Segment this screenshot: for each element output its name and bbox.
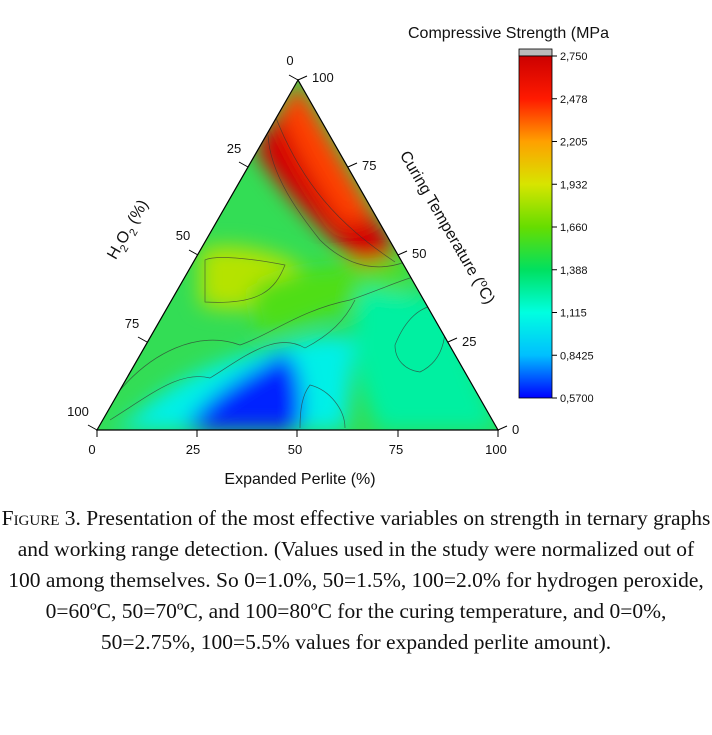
contour-region	[353, 285, 498, 430]
contour-line	[267, 134, 406, 268]
colorbar-bar	[518, 55, 553, 399]
curing-tick-label: 25	[462, 334, 476, 349]
h2o2-tick-label: 100	[67, 404, 89, 419]
curing-title-base: Curing Temperature (	[396, 148, 486, 288]
h2o2-tick-label: 75	[125, 316, 139, 331]
contour-regions	[110, 80, 498, 430]
colorbar-tick-label: 1,115	[560, 308, 587, 320]
perlite-axis-title: Expanded Perlite (%)	[224, 471, 375, 488]
h2o2-tick	[238, 161, 249, 168]
colorbar-cap	[518, 48, 553, 57]
colorbar-tick-label: 2,750	[560, 51, 588, 63]
contour-line	[299, 384, 346, 429]
h2o2-title-sub: 2	[118, 243, 131, 254]
curing-tick	[297, 75, 308, 81]
curing-tick	[397, 250, 408, 256]
caption-text: Presentation of the most effective varia…	[8, 506, 711, 654]
contour-fill	[97, 80, 498, 430]
perlite-tick-label: 100	[485, 442, 507, 457]
colorbar-tick-label: 1,388	[560, 265, 588, 277]
perlite-tick-label: 0	[88, 442, 95, 457]
colorbar: Compressive Strength (MPa 2,750 2,478 2,20…	[408, 25, 609, 405]
contour-line	[109, 299, 356, 421]
perlite-axis: 0 25 50 75 100 Expanded Perlite (%)	[88, 430, 507, 488]
contour-lines	[109, 104, 446, 429]
colorbar-tick-label: 0,8425	[560, 350, 594, 362]
contour-line	[270, 104, 396, 263]
h2o2-tick	[137, 336, 148, 343]
figure-caption: Figure 3. Presentation of the most effec…	[0, 503, 712, 658]
h2o2-tick	[87, 424, 98, 431]
h2o2-tick-label: 25	[227, 141, 241, 156]
colorbar-tick-label: 0,5700	[560, 393, 594, 405]
colorbar-tick-label: 1,660	[560, 222, 588, 234]
curing-tick	[447, 337, 458, 343]
h2o2-tick-label: 0	[286, 53, 293, 68]
h2o2-axis-title: H2O2 (%)	[104, 197, 155, 264]
colorbar-tick-label: 2,205	[560, 137, 588, 149]
h2o2-tick	[188, 249, 199, 256]
curing-tick-label: 100	[312, 70, 334, 85]
colorbar-ticks: 2,750 2,478 2,205 1,932 1,660 1,388 1,115 0,842…	[552, 51, 594, 405]
contour-line	[204, 257, 286, 303]
colorbar-title: Compressive Strength (MPa	[408, 25, 609, 42]
h2o2-tick-label: 50	[176, 228, 190, 243]
contour-line	[111, 274, 421, 401]
h2o2-title-sub: 2	[127, 227, 140, 238]
curing-tick-label: 75	[362, 158, 376, 173]
h2o2-title-unit: (%)	[122, 197, 151, 231]
caption-title: Figure 3.	[1, 506, 81, 530]
contour-region	[280, 80, 375, 225]
curing-tick	[347, 162, 358, 168]
plot-area	[95, 78, 500, 431]
colorbar-tick-label: 2,478	[560, 94, 588, 106]
curing-title-end: C)	[475, 284, 498, 307]
ternary-chart: 0 25 50 75 100 H2O2 (%) 100 75 50 25 0 C…	[67, 25, 609, 488]
curing-tick-label: 0	[512, 422, 519, 437]
perlite-tick-label: 50	[288, 442, 302, 457]
contour-region	[250, 262, 410, 335]
contour-line	[394, 304, 446, 373]
curing-tick-label: 50	[412, 246, 426, 261]
h2o2-tick	[288, 74, 299, 81]
perlite-tick-label: 25	[186, 442, 200, 457]
curing-tick	[497, 425, 508, 431]
perlite-tick-label: 75	[389, 442, 403, 457]
colorbar-tick-label: 1,932	[560, 179, 588, 191]
curing-title-sup: o	[478, 278, 491, 289]
contour-region	[185, 352, 302, 430]
